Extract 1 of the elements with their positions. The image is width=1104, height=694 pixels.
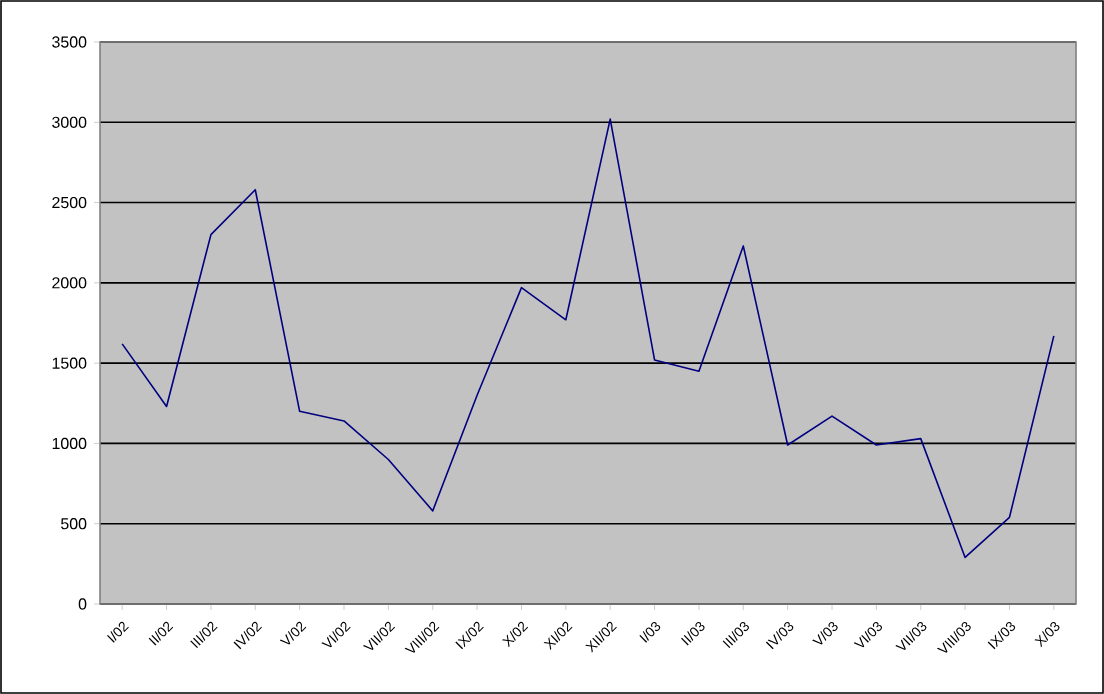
line-series xyxy=(121,118,1055,559)
